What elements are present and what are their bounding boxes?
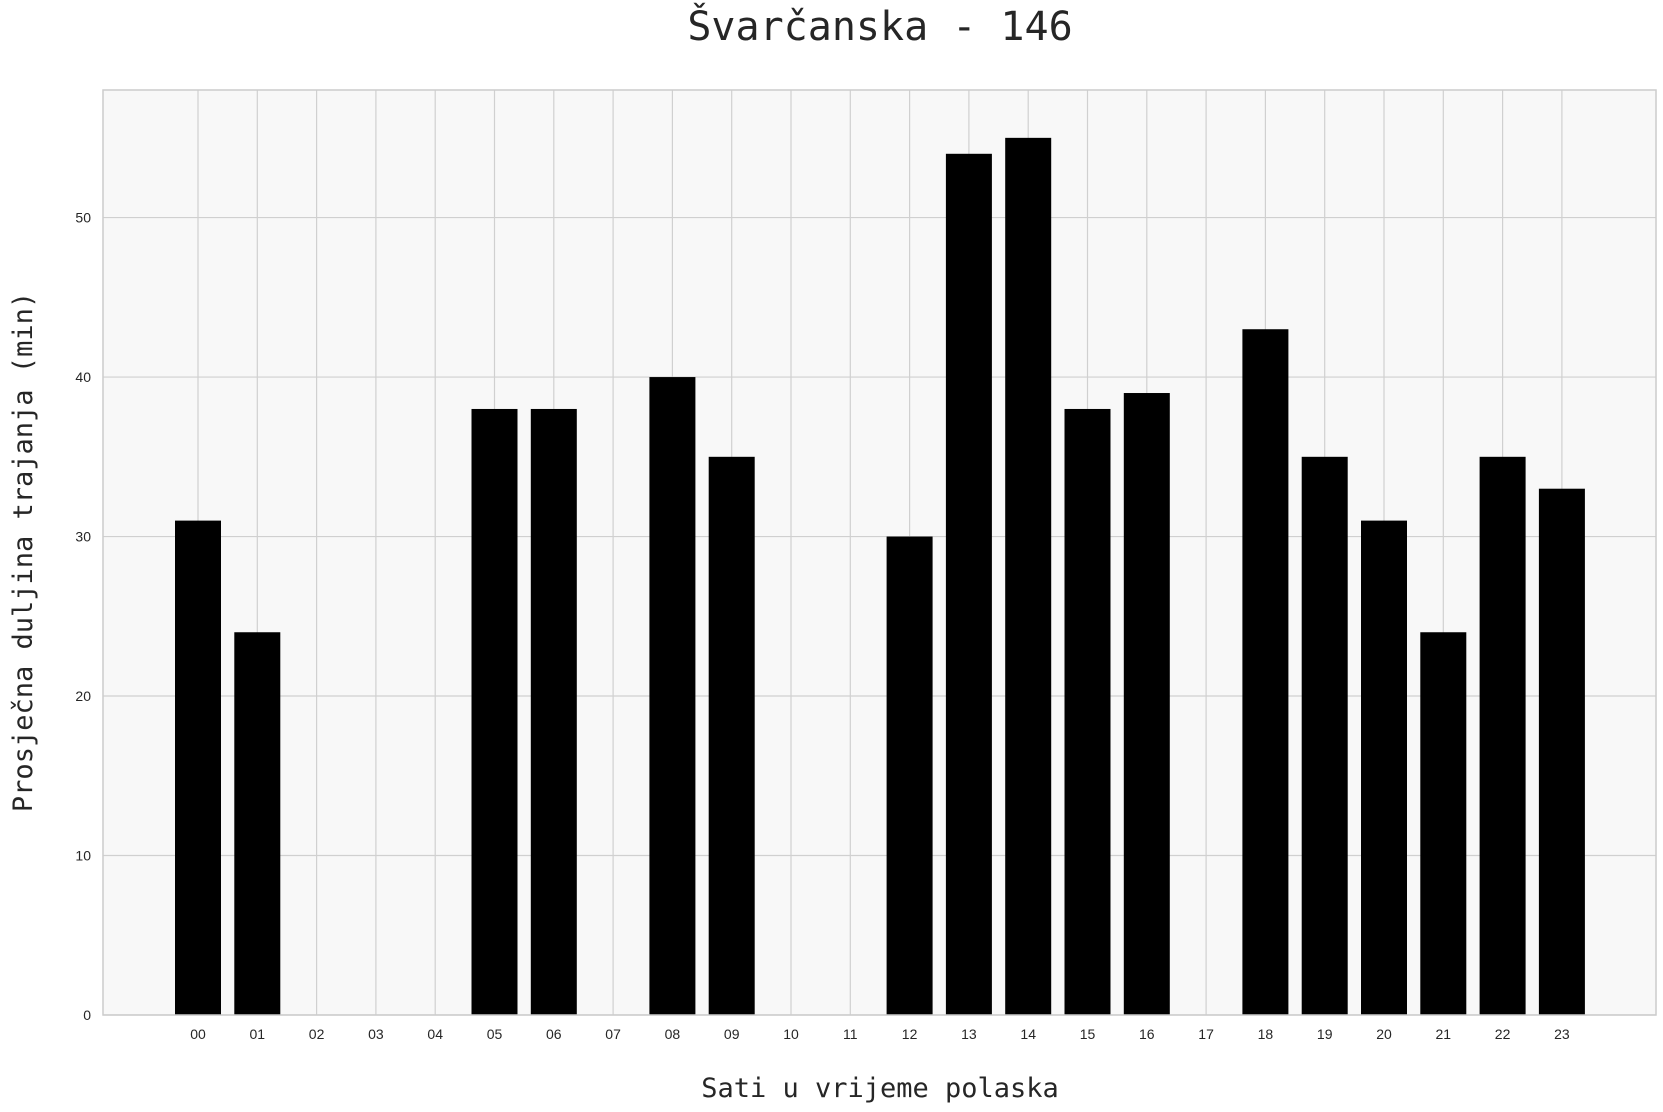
x-axis-label: Sati u vrijeme polaska [701,1073,1059,1104]
x-tick-label: 00 [190,1026,206,1042]
chart-title: Švarčanska - 146 [687,2,1072,50]
x-tick-label: 02 [309,1026,325,1042]
x-tick-label: 15 [1080,1026,1096,1042]
bar-12 [886,536,933,1015]
bar-09 [708,456,755,1016]
bar-22 [1479,456,1526,1016]
x-tick-label: 12 [902,1026,918,1042]
x-tick-label: 19 [1317,1026,1333,1042]
bar-08 [649,377,696,1015]
x-tick-label: 17 [1198,1026,1214,1042]
y-tick-label: 10 [75,848,91,864]
y-tick-label: 0 [83,1007,91,1023]
x-tick-label: 07 [605,1026,621,1042]
x-tick-label: 11 [843,1026,858,1042]
y-tick-label: 50 [75,210,91,226]
x-tick-label: 01 [250,1026,266,1042]
bar-18 [1242,329,1289,1016]
x-tick-labels: 00 01 02 03 04 05 06 07 08 09 10 11 12 13 14 15 16 17 18 19… [190,1026,1570,1042]
x-tick-label: 20 [1376,1026,1392,1042]
x-tick-label: 05 [487,1026,503,1042]
bar-20 [1361,520,1407,1015]
bar-23 [1538,488,1585,1015]
bar-16 [1123,393,1170,1016]
x-tick-label: 10 [783,1026,799,1042]
bar-13 [945,153,992,1016]
y-axis-label: Prosječna duljina trajanja (min) [8,292,39,812]
y-tick-label: 20 [75,688,91,704]
bar-06 [530,408,577,1015]
bar-15 [1064,408,1111,1015]
bar-19 [1301,456,1348,1016]
x-tick-label: 13 [961,1026,977,1042]
y-tick-label: 30 [75,529,91,545]
x-tick-label: 08 [665,1026,681,1042]
bar-21 [1420,632,1467,1015]
x-tick-label: 21 [1436,1026,1452,1042]
x-tick-label: 03 [368,1026,384,1042]
x-tick-label: 09 [724,1026,740,1042]
y-tick-labels: 0 10 20 30 40 50 [75,210,91,1023]
plot-frame [102,89,1657,1016]
bars [175,137,1585,1016]
bar-01 [234,632,281,1015]
x-tick-label: 22 [1495,1026,1511,1042]
x-tick-label: 18 [1258,1026,1274,1042]
bar-00 [175,520,221,1015]
x-tick-label: 16 [1139,1026,1155,1042]
x-tick-label: 06 [546,1026,562,1042]
y-tick-label: 40 [75,369,91,385]
x-tick-label: 04 [427,1026,443,1042]
x-tick-label: 14 [1020,1026,1036,1042]
x-tick-label: 23 [1554,1026,1570,1042]
bar-14 [1005,137,1052,1015]
bar-05 [471,408,518,1015]
